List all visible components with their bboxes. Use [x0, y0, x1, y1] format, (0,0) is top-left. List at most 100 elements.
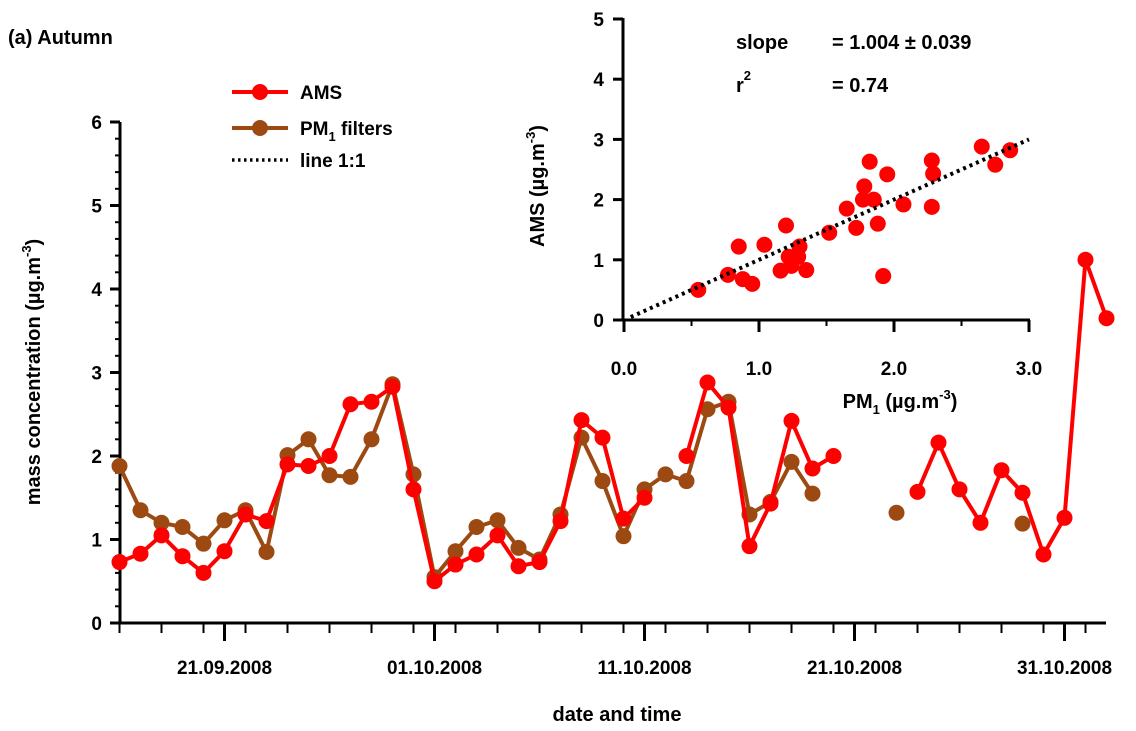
- inset-x-label-sub: 1: [873, 402, 880, 417]
- inset-y-label-text: AMS (µg.m: [527, 143, 549, 247]
- inset-data-point: [1002, 142, 1019, 159]
- data-point-ams: [363, 393, 380, 410]
- inset-data-point: [756, 236, 773, 253]
- series-line-pm1: [117, 382, 815, 580]
- x-tick-label: 21.10.2008: [807, 658, 902, 679]
- data-point-ams: [1056, 509, 1073, 526]
- inset-data-point: [791, 238, 808, 255]
- data-point-pm1: [489, 512, 506, 529]
- data-point-ams: [1077, 251, 1094, 268]
- data-point-ams: [1035, 546, 1052, 563]
- x-tick-label: 11.10.2008: [597, 658, 691, 679]
- panel-label: (a) Autumn: [8, 27, 113, 49]
- inset-data-point: [798, 262, 815, 279]
- y-tick-label: 3: [91, 364, 102, 385]
- legend-label-text: line 1:1: [300, 151, 366, 172]
- data-point-pm1: [699, 401, 716, 418]
- y-tick-label: 4: [91, 280, 102, 301]
- inset-x-tick-label: 0.0: [611, 359, 637, 380]
- data-point-pm1: [804, 485, 821, 502]
- data-point-pm1: [657, 466, 674, 483]
- data-point-ams: [972, 514, 989, 531]
- data-point-ams: [951, 481, 968, 498]
- inset-data-point: [861, 153, 878, 170]
- data-point-ams: [993, 462, 1010, 479]
- inset-y-tick-label: 1: [593, 251, 604, 272]
- data-point-ams: [552, 513, 569, 530]
- data-point-ams: [636, 489, 653, 506]
- data-point-ams: [741, 538, 758, 555]
- inset-series: [629, 137, 1030, 319]
- inset-data-point: [925, 165, 942, 182]
- y-axis-label-sup: -3: [19, 245, 34, 257]
- data-point-pm1: [447, 543, 464, 560]
- data-point-pm1: [342, 468, 359, 485]
- legend: AMS PM1 filters line 1:1: [232, 83, 393, 172]
- inset-x-axis-label: PM1 (µg.m-3): [843, 387, 958, 417]
- data-point-ams: [405, 481, 422, 498]
- r2-value: = 0.74: [832, 75, 889, 97]
- legend-label-rest: filters: [336, 119, 393, 140]
- data-point-ams: [279, 456, 296, 473]
- data-point-ams: [195, 564, 212, 581]
- y-tick-label: 2: [91, 447, 102, 468]
- inset-data-point: [875, 268, 892, 285]
- data-point-ams: [447, 556, 464, 573]
- y-tick-label: 5: [91, 197, 102, 218]
- inset-data-point: [690, 281, 707, 298]
- r2-label-text: r: [736, 75, 744, 97]
- data-point-ams: [1014, 484, 1031, 501]
- data-point-pm1: [363, 431, 380, 448]
- data-point-pm1: [468, 518, 485, 535]
- inset-data-point: [895, 196, 912, 213]
- data-point-ams: [342, 396, 359, 413]
- data-point-pm1: [510, 539, 527, 556]
- inset-data-point: [730, 238, 747, 255]
- data-point-pm1: [132, 502, 149, 519]
- y-axis-label: mass concentration (µg.m-3): [19, 239, 45, 505]
- inset-y-axis-label: AMS (µg.m-3): [523, 125, 549, 247]
- inset-data-point: [856, 178, 873, 195]
- legend-swatch-marker: [252, 84, 268, 100]
- data-point-pm1: [153, 514, 170, 531]
- y-tick-label: 1: [91, 531, 102, 552]
- data-point-ams: [594, 429, 611, 446]
- legend-label-text: PM: [300, 119, 329, 140]
- y-tick-label: 0: [91, 614, 102, 635]
- y-tick-label: 6: [91, 113, 102, 134]
- inset-y-tick-label: 3: [593, 130, 604, 151]
- inset-y-tick-label: 4: [593, 70, 604, 91]
- inset-data-point: [744, 275, 761, 292]
- inset-data-point: [778, 217, 794, 234]
- data-point-ams: [699, 374, 716, 391]
- data-point-ams: [300, 458, 317, 475]
- inset-y-tick-label: 2: [593, 191, 604, 212]
- data-point-pm1: [783, 453, 800, 470]
- inset-data-point: [987, 156, 1004, 173]
- inset-data-point: [869, 215, 886, 232]
- data-point-ams: [321, 448, 338, 464]
- data-point-ams: [258, 513, 275, 530]
- legend-label: AMS: [300, 83, 342, 104]
- data-point-ams: [510, 558, 527, 575]
- inset-x-tick-label: 3.0: [1016, 359, 1042, 380]
- legend-swatch-marker: [252, 120, 268, 136]
- data-point-pm1: [1014, 515, 1031, 532]
- data-point-pm1: [258, 544, 275, 561]
- inset-x-label-end: ): [951, 391, 958, 413]
- x-axis-label: date and time: [553, 704, 682, 726]
- data-point-pm1: [615, 528, 632, 545]
- data-point-ams: [174, 548, 191, 565]
- data-point-ams: [468, 546, 485, 563]
- inset-x-tick-label: 1.0: [746, 359, 772, 380]
- data-point-ams: [426, 573, 443, 590]
- data-point-ams: [216, 543, 233, 560]
- inset-data-point: [838, 200, 855, 217]
- data-point-pm1: [174, 518, 191, 535]
- main-series: [111, 251, 1115, 590]
- data-point-ams: [237, 506, 254, 523]
- data-point-pm1: [678, 473, 695, 490]
- inset-y-tick-label: 5: [593, 10, 604, 31]
- inset-x-label-text: PM: [843, 391, 873, 413]
